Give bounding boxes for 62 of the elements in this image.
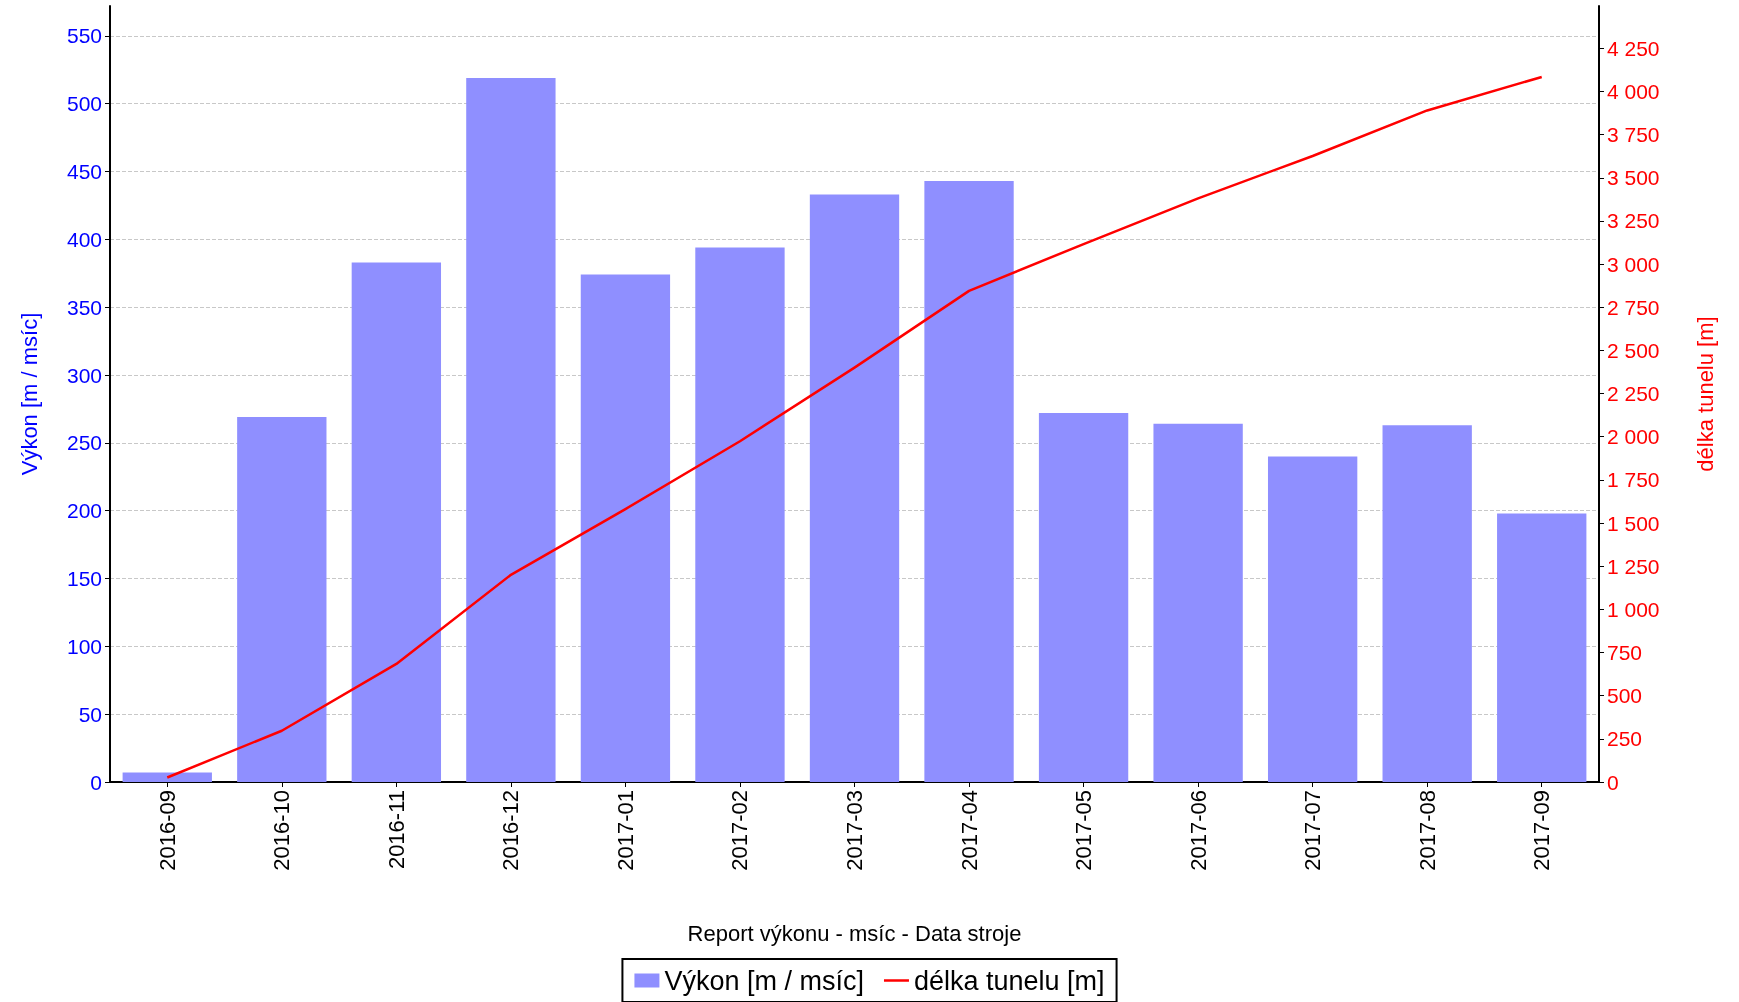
y2-tick-label: 1 500 — [1607, 511, 1660, 535]
bar — [1382, 425, 1472, 782]
y2-tick-label: 4 000 — [1607, 79, 1660, 103]
y2-tick-label: 0 — [1607, 770, 1619, 794]
y2-tick-label: 3 000 — [1607, 252, 1660, 276]
x-axis-title: Report výkonu - msíc - Data stroje — [687, 920, 1022, 946]
x-tick-label: 2016-09 — [154, 790, 180, 871]
x-tick-label: 2017-05 — [1071, 790, 1097, 871]
y2-tick-label: 3 750 — [1607, 123, 1660, 147]
bar — [1153, 423, 1243, 782]
y2-tick-label: 2 500 — [1607, 338, 1660, 362]
y2-tick-label: 250 — [1607, 727, 1643, 751]
y2-tick-label: 1 250 — [1607, 554, 1660, 578]
bar — [1497, 513, 1587, 782]
y-tick-label: 400 — [66, 227, 102, 251]
bar — [237, 417, 327, 782]
y-tick-label: 50 — [78, 702, 102, 726]
y-tick-label: 300 — [66, 363, 102, 387]
bar — [122, 772, 212, 782]
x-tick-label: 2017-01 — [612, 790, 638, 871]
line-series — [166, 75, 1543, 779]
x-tick-label: 2017-03 — [842, 790, 867, 871]
y-tick-label: 150 — [66, 567, 102, 590]
legend-label: délka tunelu [m] — [913, 965, 1105, 996]
bar — [695, 247, 785, 782]
y2-tick-label: 750 — [1607, 641, 1643, 665]
bar — [580, 274, 671, 782]
x-tick-label: 2017-06 — [1185, 790, 1211, 871]
y2-tick-label: 2 000 — [1607, 425, 1660, 449]
y-tick-label: 500 — [66, 92, 102, 116]
y-tick-label: 550 — [66, 24, 102, 48]
bar — [466, 77, 556, 782]
y2-tick-label: 3 250 — [1607, 209, 1660, 233]
x-tick-label: 2016-11 — [383, 790, 409, 870]
bar — [1038, 412, 1129, 782]
y2-tick-label: 4 250 — [1607, 36, 1660, 60]
bar — [1267, 456, 1358, 782]
y-tick-label: 250 — [66, 431, 102, 455]
x-tick-label: 2017-02 — [727, 790, 753, 871]
y-tick-label: 450 — [66, 160, 102, 184]
x-tick-label: 2017-04 — [956, 790, 982, 871]
legend-label: Výkon [m / msíc] — [664, 965, 864, 996]
y2-tick-label: 500 — [1607, 684, 1643, 708]
y2-tick-label: 2 250 — [1607, 382, 1660, 406]
x-tick-label: 2017-08 — [1414, 790, 1440, 871]
y2-tick-label: 1 000 — [1607, 597, 1660, 621]
bar — [351, 262, 442, 782]
x-tick-label: 2017-09 — [1529, 790, 1555, 871]
y-tick-label: 350 — [66, 295, 102, 319]
bar — [809, 194, 900, 782]
y2-tick-label: 3 500 — [1607, 166, 1660, 190]
x-tick-label: 2016-10 — [269, 790, 295, 871]
y2-tick-label: 2 750 — [1607, 295, 1660, 319]
y-tick-label: 0 — [90, 770, 102, 794]
y-tick-label: 200 — [66, 499, 102, 523]
bar — [924, 181, 1014, 782]
y-axis-title: Výkon [m / msíc] — [16, 312, 42, 476]
y2-tick-label: 1 750 — [1607, 468, 1660, 492]
y2-axis-title: délka tunelu [m] — [1692, 316, 1718, 472]
x-tick-label: 2017-07 — [1300, 790, 1326, 871]
y-tick-label: 100 — [66, 634, 102, 658]
x-tick-label: 2016-12 — [498, 790, 524, 871]
